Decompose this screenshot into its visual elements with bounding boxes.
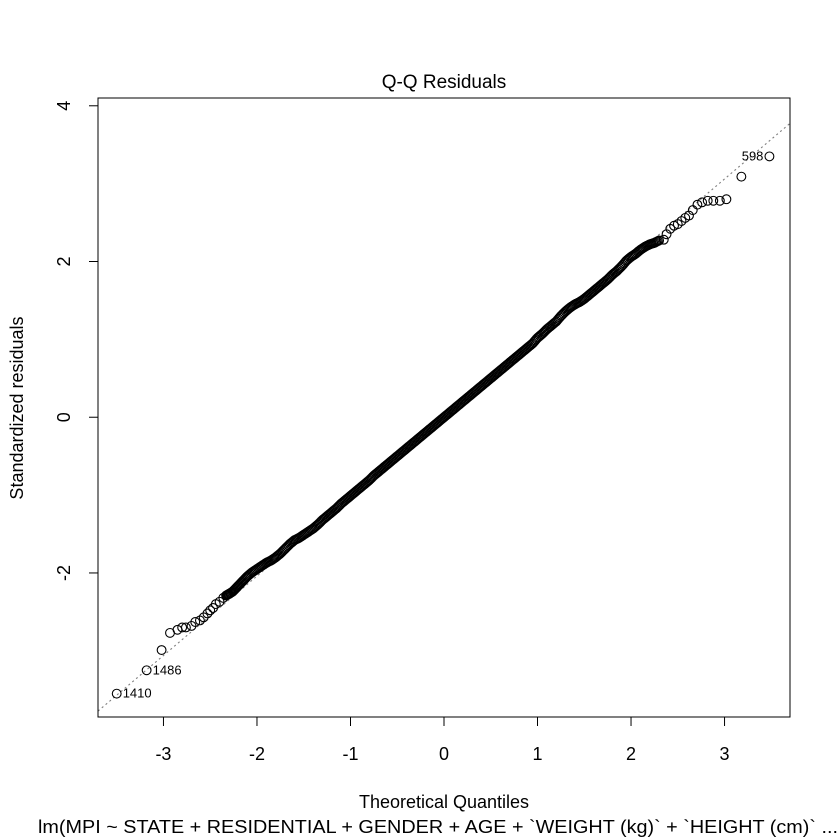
x-tick-label: 2 <box>626 744 636 764</box>
data-point <box>658 234 669 245</box>
point-label: 598 <box>742 148 764 163</box>
x-tick-label: 1 <box>533 744 543 764</box>
data-point <box>218 592 229 603</box>
y-tick-label: -2 <box>54 565 74 581</box>
data-point <box>708 195 719 206</box>
data-point <box>180 622 191 633</box>
data-point <box>736 171 747 182</box>
data-point <box>111 688 122 699</box>
point-label: 1410 <box>123 686 152 701</box>
data-point <box>697 197 708 208</box>
x-tick-label: -2 <box>249 744 265 764</box>
data-point <box>205 605 216 616</box>
data-point <box>156 645 167 655</box>
data-point <box>202 608 213 619</box>
data-points <box>111 151 775 699</box>
x-tick-label: 3 <box>720 744 730 764</box>
x-axis-label: Theoretical Quantiles <box>359 792 529 812</box>
data-point <box>661 229 672 240</box>
y-tick-label: 2 <box>54 257 74 267</box>
data-point <box>764 151 775 162</box>
y-axis: -2 0 2 4 <box>54 101 99 581</box>
chart-title: Q-Q Residuals <box>382 72 507 93</box>
x-axis: -3 -2 -1 0 1 2 3 <box>155 716 730 764</box>
data-point <box>721 194 732 205</box>
y-axis-label: Standardized residuals <box>7 316 27 499</box>
data-point <box>702 195 713 206</box>
y-tick-label: 0 <box>54 412 74 422</box>
y-tick-label: 4 <box>54 101 74 111</box>
data-point <box>141 665 152 676</box>
data-point <box>654 235 665 246</box>
x-tick-label: -3 <box>155 744 171 764</box>
data-point <box>692 199 703 210</box>
data-point <box>190 617 201 627</box>
model-formula-subtitle: lm(MPI ~ STATE + RESIDENTIAL + GENDER + … <box>38 817 838 837</box>
x-tick-label: -1 <box>342 744 358 764</box>
point-label: 1486 <box>153 662 182 677</box>
x-tick-label: 0 <box>439 744 449 764</box>
data-point <box>714 195 725 206</box>
data-point <box>684 210 694 221</box>
data-point <box>177 622 188 633</box>
